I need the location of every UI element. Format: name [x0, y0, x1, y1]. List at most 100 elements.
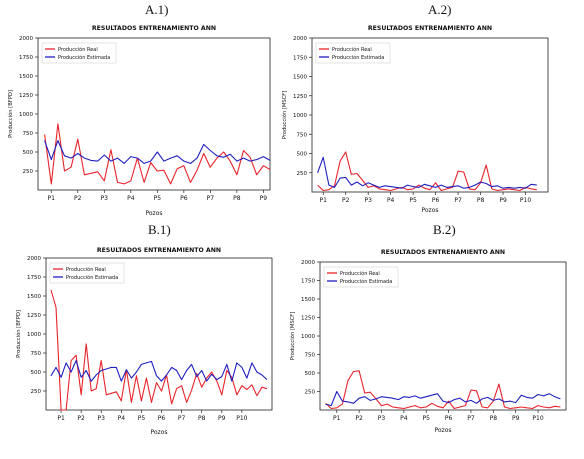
y-tick-label: 750: [31, 351, 42, 357]
legend-label: Producción Estimada: [58, 54, 110, 61]
x-tick-label: P8: [490, 415, 498, 422]
x-tick-label: P3: [378, 415, 386, 422]
y-tick-label: 250: [31, 389, 42, 395]
y-tick-label: 1250: [27, 313, 41, 319]
x-tick-label: P2: [342, 197, 350, 204]
y-tick-label: 250: [297, 171, 308, 177]
x-tick-label: P3: [98, 415, 106, 422]
x-tick-label: P5: [154, 195, 162, 202]
series-line-estimada: [44, 140, 271, 164]
legend-label: Producción Real: [58, 46, 98, 53]
x-tick-label: P7: [178, 415, 186, 422]
series-line-estimada: [317, 156, 537, 189]
chart-title: RESULTADOS ENTRENAMIENTO ANN: [97, 247, 221, 254]
x-tick-label: P6: [432, 197, 440, 204]
y-tick-label: 500: [23, 150, 34, 156]
series-line-real: [317, 151, 537, 192]
y-tick-label: 1500: [19, 74, 33, 80]
y-tick-label: 1750: [301, 279, 315, 285]
x-tick-label: P3: [101, 195, 109, 202]
y-tick-label: 1000: [301, 334, 315, 340]
chart-3: RESULTADOS ENTRENAMIENTO ANN 250 500 750 100…: [289, 249, 567, 434]
chart-title: RESULTADOS ENTRENAMIENTO ANN: [92, 25, 216, 32]
x-axis-label: Pozos: [145, 210, 162, 217]
x-tick-label: P1: [48, 195, 56, 202]
x-tick-label: P9: [499, 197, 507, 204]
x-tick-label: P4: [400, 415, 408, 422]
legend-box: [323, 266, 399, 288]
y-tick-label: 2000: [27, 256, 41, 262]
x-tick-label: P7: [454, 197, 462, 204]
legend-label: Producción Estimada: [340, 278, 392, 285]
x-tick-label: P4: [118, 415, 126, 422]
legend-label: Producción Estimada: [332, 54, 384, 61]
y-tick-label: 1500: [301, 297, 315, 303]
x-tick-label: P2: [74, 195, 82, 202]
chart-2: RESULTADOS ENTRENAMIENTO ANN 250 500 750 100…: [15, 247, 273, 436]
legend-box: [315, 42, 391, 64]
y-tick-label: 1000: [293, 113, 307, 119]
panel-label-a2: A.2): [428, 2, 452, 17]
x-tick-label: P2: [355, 415, 363, 422]
y-tick-label: 1250: [293, 94, 307, 100]
series-line-real: [44, 123, 271, 185]
x-tick-label: P1: [320, 197, 328, 204]
x-tick-label: P4: [127, 195, 135, 202]
legend-label: Producción Real: [332, 46, 372, 53]
chart-title: RESULTADOS ENTRENAMIENTO ANN: [368, 25, 492, 32]
y-tick-label: 500: [305, 371, 316, 377]
y-tick-label: 250: [305, 390, 316, 396]
x-tick-label: P7: [467, 415, 475, 422]
y-tick-label: 1500: [27, 294, 41, 300]
x-tick-label: P6: [180, 195, 188, 202]
legend-label: Producción Estimada: [66, 274, 118, 281]
x-tick-label: P1: [57, 415, 65, 422]
panel-label-b2: B.2): [433, 222, 456, 237]
x-tick-label: P4: [387, 197, 395, 204]
x-tick-label: P10: [532, 415, 543, 422]
x-tick-label: P5: [409, 197, 417, 204]
y-tick-label: 1000: [27, 332, 41, 338]
series-line-real: [50, 289, 268, 411]
y-tick-label: 750: [23, 131, 34, 137]
x-tick-label: P9: [512, 415, 520, 422]
y-tick-label: 750: [305, 353, 316, 359]
x-tick-label: P10: [520, 197, 531, 204]
y-tick-label: 2000: [19, 36, 33, 42]
y-tick-label: 500: [297, 152, 308, 158]
x-tick-label: P2: [77, 415, 85, 422]
y-tick-label: 1250: [301, 316, 315, 322]
x-tick-label: P6: [158, 415, 166, 422]
y-axis-label: Producción [MSCF]: [281, 91, 288, 140]
y-tick-label: 1750: [19, 55, 33, 61]
y-tick-label: 1750: [293, 55, 307, 61]
y-tick-label: 2000: [293, 36, 307, 42]
legend-box: [41, 42, 117, 64]
x-tick-label: P3: [364, 197, 372, 204]
panel-label-b1: B.1): [148, 222, 171, 237]
series-line-estimada: [50, 360, 268, 382]
y-tick-label: 1750: [27, 275, 41, 281]
y-axis-label: Producción [MSCF]: [289, 312, 296, 361]
x-tick-label: P8: [477, 197, 485, 204]
x-axis-label: Pozos: [150, 429, 167, 436]
x-tick-label: P1: [333, 415, 341, 422]
y-tick-label: 250: [23, 169, 34, 175]
legend-label: Producción Real: [66, 266, 106, 273]
legend-box: [49, 262, 125, 284]
y-axis-label: Producción [BFPD]: [7, 90, 14, 138]
x-tick-label: P10: [236, 415, 247, 422]
y-axis-label: Producción [BFPD]: [15, 310, 22, 358]
x-tick-label: P5: [138, 415, 146, 422]
legend-label: Producción Real: [340, 270, 380, 277]
y-tick-label: 2000: [301, 260, 315, 266]
x-tick-label: P8: [233, 195, 241, 202]
y-tick-label: 1000: [19, 112, 33, 118]
x-tick-label: P8: [198, 415, 206, 422]
chart-title: RESULTADOS ENTRENAMIENTO ANN: [381, 249, 505, 256]
x-axis-label: Pozos: [421, 207, 438, 214]
y-tick-label: 1500: [293, 75, 307, 81]
x-tick-label: P6: [445, 415, 453, 422]
y-tick-label: 500: [31, 370, 42, 376]
